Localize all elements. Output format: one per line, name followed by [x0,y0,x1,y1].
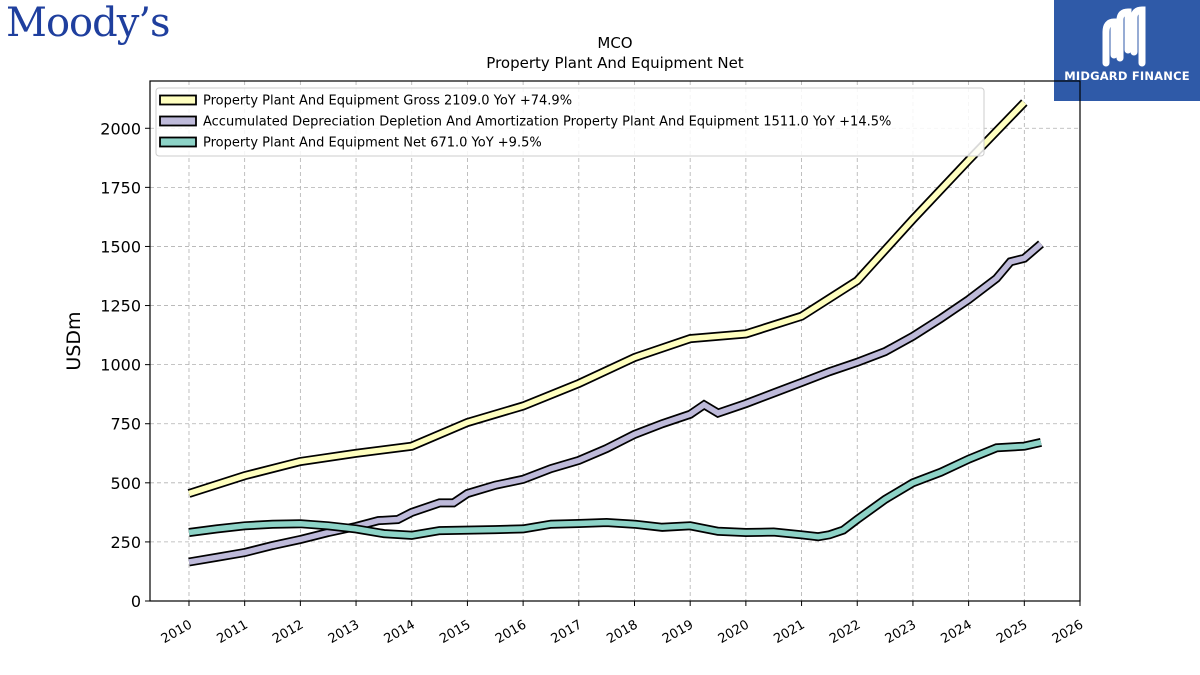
legend-label-0: Property Plant And Equipment Gross 2109.… [203,94,572,109]
x-tick-label: 2016 [493,617,529,647]
y-tick-label: 1500 [100,237,141,256]
x-tick-label: 2024 [938,617,974,647]
x-tick-label: 2010 [159,617,195,647]
series-line-0 [188,100,1027,497]
y-tick-label: 250 [110,533,141,552]
y-tick-label: 750 [110,415,141,434]
y-tick-label: 1750 [100,178,141,197]
series-line-2 [188,439,1042,540]
chart-title: MCO [597,34,632,52]
y-axis-label: USDm [63,311,85,370]
series-outline-0 [187,99,1028,498]
y-axis: 0 250 500 750 1000 1250 1500 1750 2000 [100,119,150,611]
legend-label-1: Accumulated Depreciation Depletion And A… [203,115,891,130]
chart-subtitle: Property Plant And Equipment Net [486,54,743,72]
x-tick-label: 2014 [382,617,418,647]
plot-frame [149,80,1081,602]
x-tick-label: 2026 [1050,617,1086,647]
midgard-logo-icon [1102,6,1146,67]
midgard-finance-badge: MIDGARD FINANCE [1054,0,1200,101]
x-tick-label: 2019 [660,617,696,647]
y-tick-label: 2000 [100,119,141,138]
legend-box [155,87,985,157]
y-tick-label: 1250 [100,297,141,316]
series-lines [187,99,1044,567]
grid [150,81,1080,601]
x-tick-label: 2021 [771,617,807,647]
badge-text: MIDGARD FINANCE [1064,69,1190,83]
x-tick-label: 2013 [326,617,362,647]
y-tick-label: 0 [131,592,141,611]
y-tick-label: 1000 [100,356,141,375]
x-tick-label: 2022 [827,617,863,647]
legend-swatch-2 [159,136,197,148]
legend-label-2: Property Plant And Equipment Net 671.0 Y… [203,136,542,151]
x-tick-label: 2015 [437,617,473,647]
x-tick-label: 2023 [883,617,919,647]
x-tick-label: 2020 [716,617,752,647]
legend: Property Plant And Equipment Gross 2109.… [155,87,985,157]
x-tick-label: 2012 [270,617,306,647]
y-tick-label: 500 [110,474,141,493]
x-tick-label: 2018 [604,617,640,647]
legend-swatch-0 [159,94,197,106]
legend-swatch-1 [159,115,197,127]
moodys-logo: Moody’s [6,0,171,46]
x-tick-label: 2017 [549,617,585,647]
x-tick-label: 2025 [994,617,1030,647]
x-tick-label: 2011 [215,617,251,647]
x-axis: 2010 2011 2012 2013 2014 2015 2016 2017 2018 2019… [159,601,1086,647]
